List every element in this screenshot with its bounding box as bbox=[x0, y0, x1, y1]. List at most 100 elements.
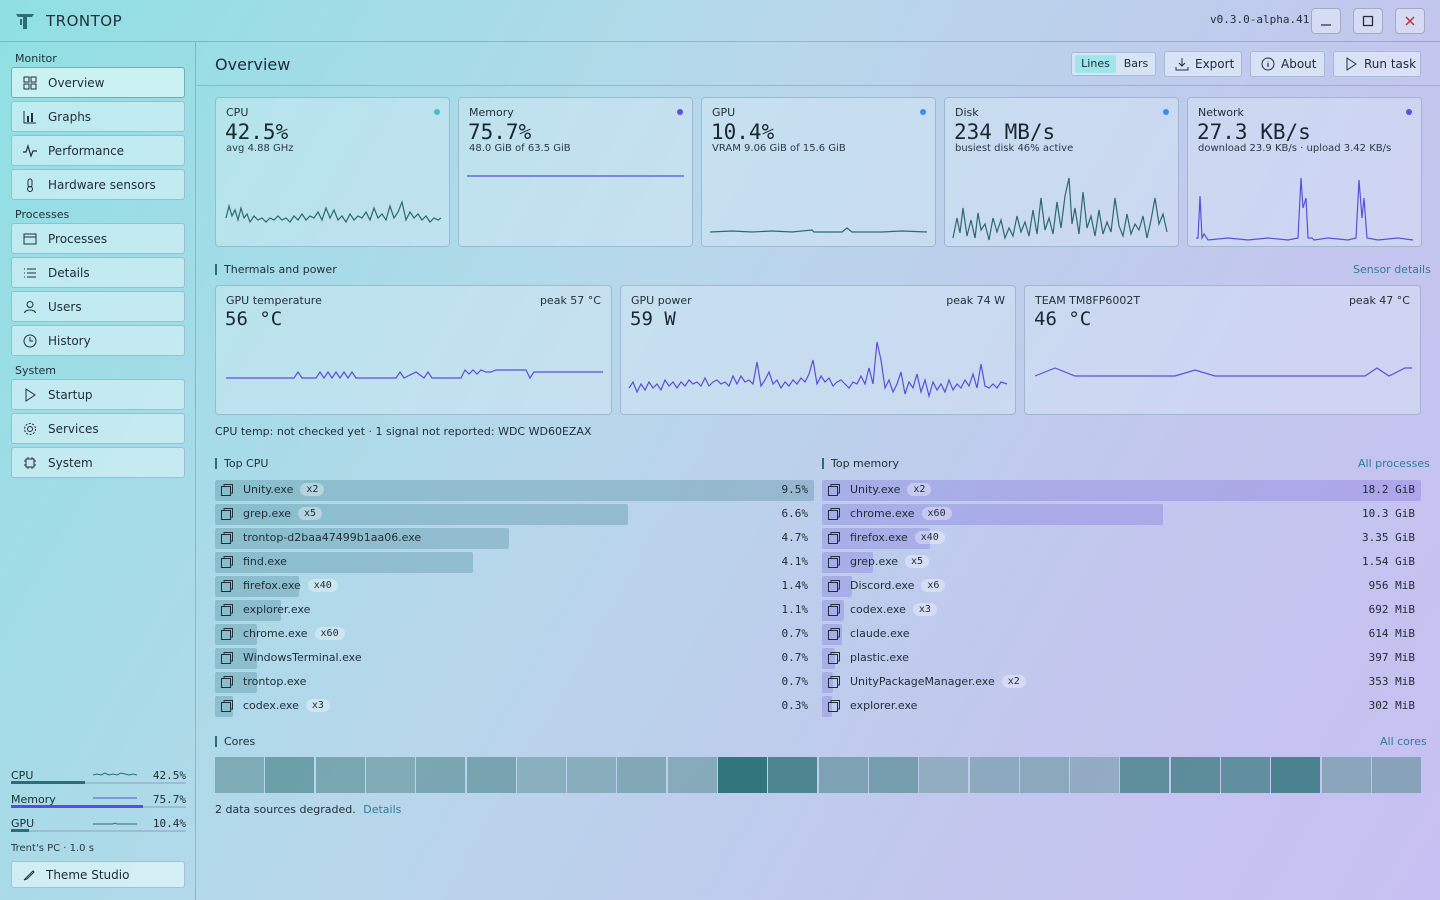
process-window-icon bbox=[828, 556, 840, 568]
core-cell[interactable] bbox=[617, 757, 667, 793]
core-cell[interactable] bbox=[1221, 757, 1270, 793]
core-cell[interactable] bbox=[1271, 757, 1321, 793]
sensor-details-link[interactable]: Sensor details bbox=[1353, 263, 1431, 276]
minimize-button[interactable] bbox=[1311, 8, 1341, 34]
sidebar-item-overview[interactable]: Overview bbox=[11, 67, 185, 98]
table-row[interactable]: WindowsTerminal.exe 0.7% bbox=[215, 648, 814, 669]
sidebar-item-graphs[interactable]: Graphs bbox=[11, 101, 185, 132]
table-row[interactable]: chrome.exe x60 0.7% bbox=[215, 624, 814, 645]
maximize-button[interactable] bbox=[1353, 8, 1383, 34]
process-window-icon bbox=[221, 604, 233, 616]
table-row[interactable]: UnityPackageManager.exe x2 353 MiB bbox=[822, 672, 1421, 693]
table-row[interactable]: firefox.exe x40 3.35 GiB bbox=[822, 528, 1421, 549]
sidebar-item-history[interactable]: History bbox=[11, 325, 185, 356]
core-cell[interactable] bbox=[818, 757, 868, 793]
details-link[interactable]: Details bbox=[363, 803, 402, 816]
core-cell[interactable] bbox=[667, 757, 717, 793]
export-button[interactable]: Export bbox=[1164, 51, 1242, 77]
stat-card-memory[interactable]: Memory 75.7% 48.0 GiB of 63.5 GiB bbox=[458, 97, 693, 247]
process-name-cell: firefox.exe x40 bbox=[850, 531, 945, 544]
run-task-label: Run task bbox=[1364, 57, 1417, 71]
thermal-card-ssd[interactable]: TEAM TM8FP6002T peak 47 °C 46 °C bbox=[1024, 285, 1421, 415]
table-row[interactable]: trontop.exe 0.7% bbox=[215, 672, 814, 693]
sidebar-item-services[interactable]: Services bbox=[11, 413, 185, 444]
table-row[interactable]: grep.exe x5 6.6% bbox=[215, 504, 814, 525]
theme-studio-button[interactable]: Theme Studio bbox=[11, 861, 185, 888]
core-cell[interactable] bbox=[516, 757, 566, 793]
thermal-card-gpu-power[interactable]: GPU power peak 74 W 59 W bbox=[620, 285, 1016, 415]
process-count-badge: x2 bbox=[1001, 675, 1026, 688]
core-cell[interactable] bbox=[315, 757, 365, 793]
thermal-card-gpu-temperature[interactable]: GPU temperature peak 57 °C 56 °C bbox=[215, 285, 612, 415]
table-row[interactable]: claude.exe 614 MiB bbox=[822, 624, 1421, 645]
core-cell[interactable] bbox=[1321, 757, 1371, 793]
table-row[interactable]: firefox.exe x40 1.4% bbox=[215, 576, 814, 597]
sidebar-item-label: Hardware sensors bbox=[48, 177, 156, 192]
usage-bar bbox=[822, 600, 845, 621]
mini-meter-value: 42.5% bbox=[152, 769, 186, 782]
sidebar-item-system[interactable]: System bbox=[11, 447, 185, 478]
table-row[interactable]: chrome.exe x60 10.3 GiB bbox=[822, 504, 1421, 525]
stat-title: CPU bbox=[226, 106, 249, 119]
core-cell[interactable] bbox=[215, 757, 264, 793]
process-value: 302 MiB bbox=[1368, 699, 1415, 712]
core-cell[interactable] bbox=[416, 757, 466, 793]
process-name: trontop-d2baa47499b1aa06.exe bbox=[243, 531, 422, 544]
sidebar-item-startup[interactable]: Startup bbox=[11, 379, 185, 410]
process-name-cell: plastic.exe bbox=[850, 651, 909, 664]
usage-bar bbox=[822, 672, 834, 693]
process-window-icon bbox=[221, 556, 233, 568]
core-cell[interactable] bbox=[265, 757, 315, 793]
table-row[interactable]: explorer.exe 1.1% bbox=[215, 600, 814, 621]
core-cell[interactable] bbox=[868, 757, 918, 793]
table-row[interactable]: trontop-d2baa47499b1aa06.exe 4.7% bbox=[215, 528, 814, 549]
toggle-bars[interactable]: Bars bbox=[1123, 57, 1149, 70]
sidebar-item-label: History bbox=[48, 333, 91, 348]
play-icon bbox=[1346, 57, 1357, 71]
table-row[interactable]: codex.exe x3 0.3% bbox=[215, 696, 814, 717]
core-cell[interactable] bbox=[768, 757, 818, 793]
table-row[interactable]: Discord.exe x6 956 MiB bbox=[822, 576, 1421, 597]
sidebar: Monitor Overview Graphs Performance Hard… bbox=[0, 42, 196, 900]
table-row[interactable]: codex.exe x3 692 MiB bbox=[822, 600, 1421, 621]
stat-card-gpu[interactable]: GPU 10.4% VRAM 9.06 GiB of 15.6 GiB bbox=[701, 97, 936, 247]
close-button[interactable] bbox=[1395, 8, 1425, 34]
run-task-button[interactable]: Run task bbox=[1333, 51, 1421, 77]
stat-card-network[interactable]: Network 27.3 KB/s download 23.9 KB/s · u… bbox=[1187, 97, 1422, 247]
table-row[interactable]: find.exe 4.1% bbox=[215, 552, 814, 573]
stat-card-disk[interactable]: Disk 234 MB/s busiest disk 46% active bbox=[944, 97, 1179, 247]
all-cores-link[interactable]: All cores bbox=[1380, 735, 1427, 748]
process-value: 0.7% bbox=[781, 627, 809, 640]
sidebar-item-performance[interactable]: Performance bbox=[11, 135, 185, 166]
sidebar-item-users[interactable]: Users bbox=[11, 291, 185, 322]
core-cell[interactable] bbox=[718, 757, 767, 793]
table-row[interactable]: grep.exe x5 1.54 GiB bbox=[822, 552, 1421, 573]
process-window-icon bbox=[221, 580, 233, 592]
close-icon bbox=[1405, 16, 1415, 26]
core-cell[interactable] bbox=[365, 757, 415, 793]
core-cell[interactable] bbox=[1120, 757, 1170, 793]
core-cell[interactable] bbox=[1070, 757, 1120, 793]
process-name-cell: explorer.exe bbox=[243, 603, 310, 616]
core-cell[interactable] bbox=[919, 757, 969, 793]
core-cell[interactable] bbox=[1371, 757, 1421, 793]
core-cell[interactable] bbox=[1170, 757, 1220, 793]
table-row[interactable]: explorer.exe 302 MiB bbox=[822, 696, 1421, 717]
process-name-cell: codex.exe x3 bbox=[850, 603, 937, 616]
sidebar-item-details[interactable]: Details bbox=[11, 257, 185, 288]
process-name: explorer.exe bbox=[243, 603, 311, 616]
about-button[interactable]: About bbox=[1250, 51, 1325, 77]
sidebar-item-hardware-sensors[interactable]: Hardware sensors bbox=[11, 169, 185, 200]
sidebar-item-processes[interactable]: Processes bbox=[11, 223, 185, 254]
chart-icon bbox=[22, 109, 38, 125]
core-cell[interactable] bbox=[969, 757, 1019, 793]
stat-card-cpu[interactable]: CPU 42.5% avg 4.88 GHz bbox=[215, 97, 450, 247]
core-cell[interactable] bbox=[1019, 757, 1069, 793]
toggle-lines[interactable]: Lines bbox=[1075, 55, 1116, 73]
table-row[interactable]: plastic.exe 397 MiB bbox=[822, 648, 1421, 669]
core-cell[interactable] bbox=[466, 757, 516, 793]
table-row[interactable]: Unity.exe x2 9.5% bbox=[215, 480, 814, 501]
all-processes-link[interactable]: All processes bbox=[1358, 457, 1430, 470]
table-row[interactable]: Unity.exe x2 18.2 GiB bbox=[822, 480, 1421, 501]
core-cell[interactable] bbox=[567, 757, 617, 793]
